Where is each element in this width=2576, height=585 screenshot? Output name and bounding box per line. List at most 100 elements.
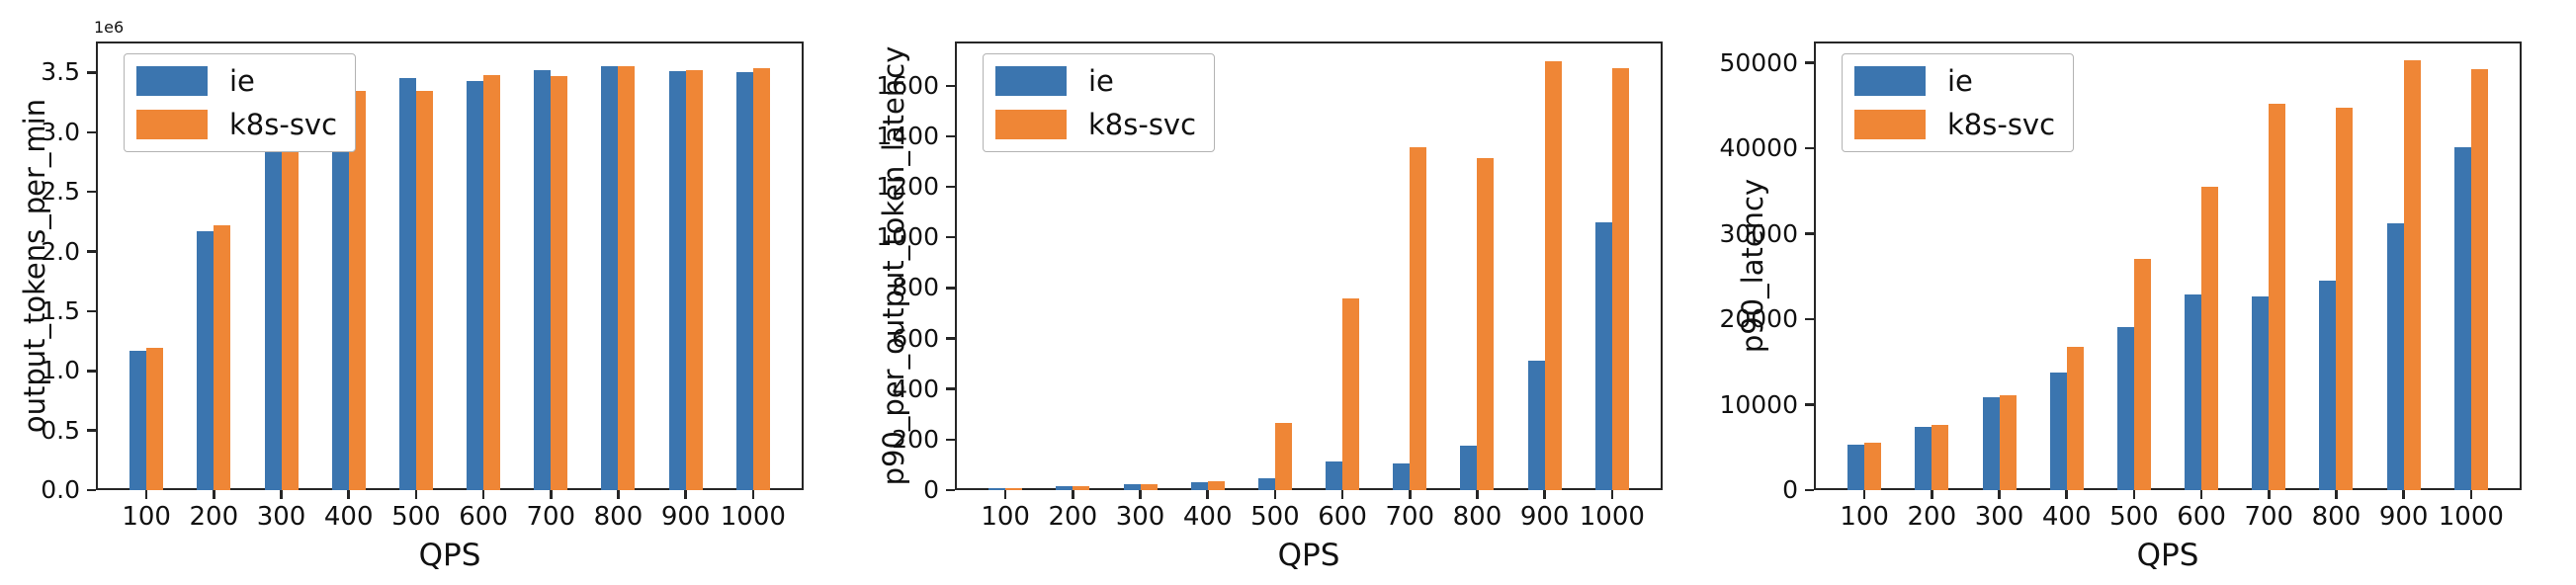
legend-label-k8s-svc: k8s-svc <box>229 108 338 141</box>
x-tick-label: 800 <box>1452 502 1503 532</box>
x-tick-label: 600 <box>1318 502 1367 532</box>
bar-ie-400 <box>1190 481 1208 490</box>
x-tick-mark <box>347 490 350 499</box>
bar-ie-600 <box>1326 460 1343 490</box>
legend-entry-k8s-svc: k8s-svc <box>136 108 337 141</box>
bar-k8s-svc-500 <box>2133 258 2151 490</box>
bar-k8s-svc-100 <box>1005 487 1023 490</box>
bar-k8s-svc-800 <box>618 66 636 490</box>
legend-entry-ie: ie <box>995 64 1196 98</box>
x-tick-mark <box>1206 490 1209 499</box>
bar-k8s-svc-900 <box>2403 60 2421 490</box>
x-tick-mark <box>2132 490 2136 499</box>
x-tick-label: 800 <box>593 502 644 532</box>
x-tick-mark <box>1998 490 2001 499</box>
bar-ie-500 <box>1257 478 1275 490</box>
bar-ie-400 <box>2049 372 2067 490</box>
bar-ie-500 <box>2116 326 2134 490</box>
x-tick-mark <box>414 490 418 499</box>
y-tick-label: 0 <box>923 475 939 504</box>
y-tick-label: 10000 <box>1719 389 1798 419</box>
bar-ie-300 <box>1123 484 1141 490</box>
bar-ie-600 <box>2185 293 2202 490</box>
x-tick-label: 800 <box>2311 502 2361 532</box>
bar-ie-100 <box>988 487 1006 490</box>
bar-k8s-svc-1000 <box>2470 68 2488 490</box>
legend: ie k8s-svc <box>124 53 357 152</box>
bar-k8s-svc-600 <box>2201 187 2219 490</box>
x-axis-label: QPS <box>1277 538 1340 573</box>
x-tick-label: 1000 <box>720 502 786 532</box>
bar-ie-800 <box>1460 446 1478 490</box>
y-tick-label: 0 <box>1782 475 1798 504</box>
bar-k8s-svc-900 <box>685 69 703 490</box>
bar-k8s-svc-100 <box>146 348 164 490</box>
y-tick-label: 1200 <box>876 172 939 202</box>
y-tick-mark <box>1805 232 1814 235</box>
y-axis-label: output_tokens_per_min <box>18 98 51 434</box>
legend-entry-k8s-svc: k8s-svc <box>1854 108 2055 141</box>
y-tick-mark <box>1805 146 1814 150</box>
bar-ie-100 <box>129 350 147 490</box>
x-tick-mark <box>617 490 620 499</box>
x-tick-label: 500 <box>391 502 441 532</box>
y-tick-label: 3.5 <box>41 57 80 87</box>
bar-ie-200 <box>1056 485 1073 490</box>
y-tick-mark <box>87 130 96 134</box>
y-tick-mark <box>946 84 955 87</box>
y-tick-mark <box>1805 317 1814 321</box>
x-axis-label: QPS <box>2136 538 2199 573</box>
y-tick-label: 0.0 <box>41 475 80 504</box>
x-tick-mark <box>1543 490 1546 499</box>
x-axis-label: QPS <box>418 538 481 573</box>
y-tick-mark <box>946 287 955 290</box>
bar-k8s-svc-600 <box>483 74 501 490</box>
x-tick-mark <box>2335 490 2338 499</box>
x-tick-label: 1000 <box>2438 502 2504 532</box>
y-tick-label: 600 <box>892 323 939 353</box>
x-tick-label: 100 <box>981 502 1030 532</box>
bar-ie-400 <box>331 108 349 490</box>
x-tick-mark <box>2199 490 2203 499</box>
y-axis-label: p90_latency <box>1736 178 1769 354</box>
x-tick-mark <box>1862 490 1866 499</box>
legend-entry-k8s-svc: k8s-svc <box>995 108 1196 141</box>
bar-ie-700 <box>534 69 552 490</box>
bar-ie-200 <box>1915 427 1932 490</box>
bar-ie-100 <box>1847 445 1865 490</box>
bar-k8s-svc-200 <box>1073 485 1090 490</box>
y-tick-label: 1.0 <box>41 356 80 385</box>
bar-k8s-svc-200 <box>1932 425 1949 490</box>
y-tick-label: 2.5 <box>41 177 80 207</box>
bar-ie-600 <box>467 80 484 490</box>
axis-offset-text: 1e6 <box>94 18 125 37</box>
bar-ie-1000 <box>2453 147 2471 490</box>
bar-k8s-svc-300 <box>1999 395 2017 490</box>
x-tick-label: 900 <box>660 502 711 532</box>
bar-k8s-svc-900 <box>1544 61 1562 490</box>
x-tick-label: 700 <box>526 502 576 532</box>
y-tick-mark <box>946 185 955 189</box>
x-tick-mark <box>280 490 283 499</box>
y-tick-mark <box>87 250 96 253</box>
y-tick-label: 1400 <box>876 121 939 150</box>
x-tick-mark <box>2402 490 2405 499</box>
bar-k8s-svc-800 <box>2336 107 2354 490</box>
x-tick-mark <box>2268 490 2271 499</box>
bar-ie-800 <box>2319 281 2337 490</box>
x-tick-label: 100 <box>1840 502 1889 532</box>
y-tick-mark <box>1805 403 1814 406</box>
bar-k8s-svc-700 <box>1410 147 1427 490</box>
x-tick-label: 200 <box>189 502 239 532</box>
x-tick-mark <box>1139 490 1142 499</box>
x-tick-mark <box>1409 490 1412 499</box>
chart-p90-per-output-token-latency: 0 200 400 600 800 1000 1200 1400 1600 100 200 300 40… <box>859 0 1717 585</box>
x-tick-mark <box>481 490 485 499</box>
x-tick-label: 300 <box>256 502 306 532</box>
legend-swatch-ie <box>995 66 1067 96</box>
x-tick-mark <box>1003 490 1007 499</box>
bar-ie-1000 <box>1594 222 1612 490</box>
x-tick-label: 200 <box>1048 502 1098 532</box>
x-tick-label: 400 <box>323 502 374 532</box>
